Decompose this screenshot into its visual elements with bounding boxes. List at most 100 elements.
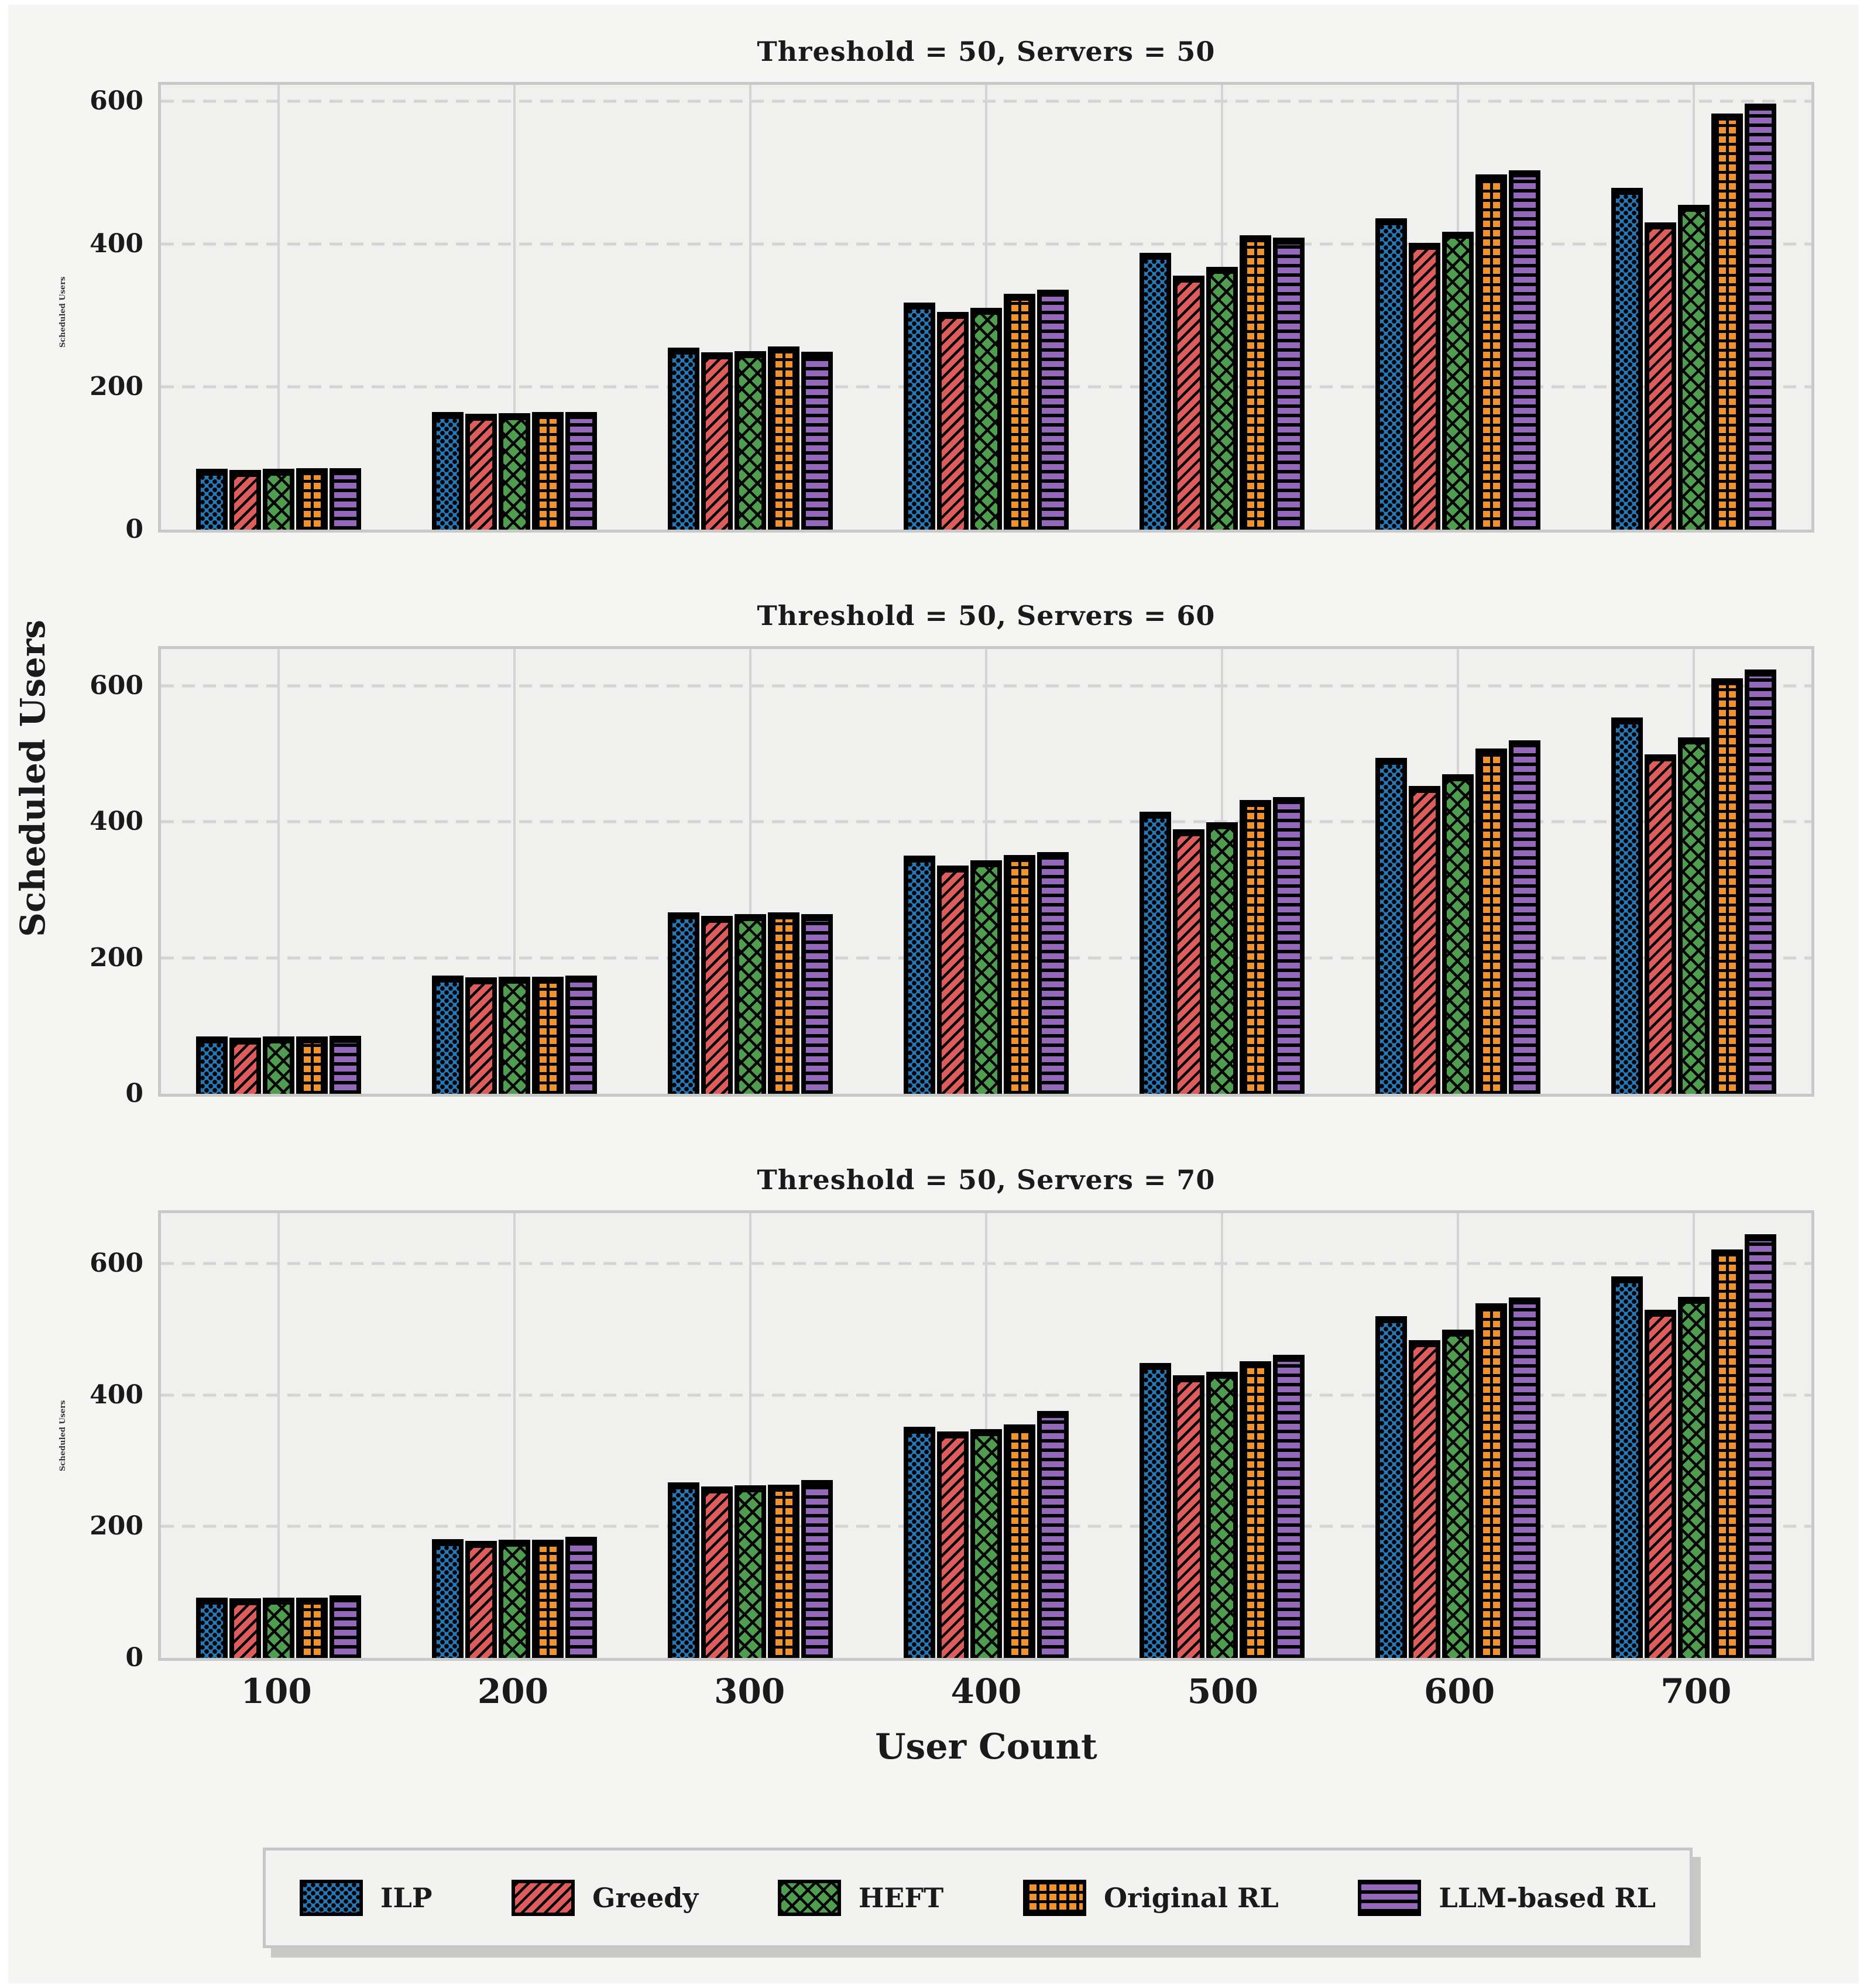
y-axis-label: Scheduled Users	[13, 619, 53, 938]
bar-group-100	[161, 85, 397, 530]
bar-greedy-100	[229, 1598, 262, 1658]
bar-group-100	[161, 1213, 397, 1658]
subplot-servers-70: Threshold = 50, Servers = 70 0 200 400 600	[0, 1152, 1867, 1671]
gridline-x-300	[749, 649, 752, 1094]
bar-llm-based-rl-200	[565, 975, 598, 1094]
bar-group-300	[633, 649, 869, 1094]
bar-greedy-100	[229, 1037, 262, 1094]
bar-llm-based-rl-100	[330, 1595, 362, 1658]
subplot-title: Threshold = 50, Servers = 70	[757, 1164, 1216, 1196]
bar-original-rl-600	[1475, 174, 1507, 530]
bar-original-rl-400	[1003, 294, 1035, 530]
axes-servers-70: 0 200 400 600	[90, 1210, 1814, 1671]
y-tick-label-400: 400	[90, 1379, 143, 1410]
bar-heft-400	[970, 307, 1002, 530]
legend-item-heft: HEFT	[777, 1880, 944, 1916]
bar-greedy-400	[936, 1431, 969, 1658]
gridline-y-400	[161, 820, 1811, 823]
bar-ilp-500	[1139, 811, 1171, 1094]
bar-ilp-200	[432, 1539, 464, 1658]
bar-llm-based-rl-500	[1272, 1355, 1305, 1658]
bar-heft-100	[263, 1597, 295, 1658]
legend-label: HEFT	[858, 1882, 944, 1914]
bar-heft-300	[735, 914, 767, 1094]
legend-label: ILP	[380, 1882, 433, 1914]
bar-ilp-200	[432, 975, 464, 1094]
y-tick-label-0: 0	[125, 1643, 143, 1673]
gridline-x-100	[277, 649, 280, 1094]
bar-heft-700	[1677, 737, 1710, 1094]
bar-original-rl-700	[1711, 113, 1743, 530]
bar-greedy-200	[465, 1541, 497, 1658]
bar-greedy-700	[1644, 1310, 1676, 1658]
bar-ilp-100	[196, 469, 228, 530]
subplot-title: Threshold = 50, Servers = 60	[757, 600, 1216, 631]
y-tick-label-400: 400	[90, 229, 143, 259]
bar-group-600	[1340, 85, 1576, 530]
bar-greedy-300	[701, 352, 733, 530]
heft-swatch-icon	[777, 1880, 841, 1916]
x-tick-label-100: 100	[241, 1671, 312, 1711]
bar-ilp-500	[1139, 1362, 1171, 1658]
bar-group-300	[633, 85, 869, 530]
bar-ilp-700	[1611, 717, 1643, 1094]
original-rl-swatch-icon	[1022, 1880, 1086, 1916]
bar-group-700	[1576, 649, 1811, 1094]
bar-heft-200	[499, 1539, 531, 1658]
bar-original-rl-100	[296, 1036, 328, 1094]
bar-ilp-700	[1611, 187, 1643, 530]
subplot-title: Threshold = 50, Servers = 50	[757, 36, 1216, 67]
plot-area	[161, 1213, 1811, 1658]
bar-original-rl-100	[296, 468, 328, 530]
bar-original-rl-200	[532, 411, 564, 530]
y-tick-label-200: 200	[90, 372, 143, 402]
bar-greedy-700	[1644, 222, 1676, 530]
bar-llm-based-rl-200	[565, 1537, 598, 1658]
bar-original-rl-100	[296, 1597, 328, 1658]
bar-heft-500	[1206, 822, 1238, 1094]
bar-heft-100	[263, 1036, 295, 1094]
gridline-x-200	[513, 649, 516, 1094]
bar-heft-200	[499, 977, 531, 1094]
legend-label: Greedy	[592, 1882, 699, 1914]
bar-greedy-500	[1172, 1375, 1204, 1658]
bar-llm-based-rl-100	[330, 468, 362, 530]
x-tick-label-200: 200	[477, 1671, 548, 1711]
bar-group-200	[397, 649, 633, 1094]
gridline-y-600	[161, 1262, 1811, 1265]
bar-original-rl-700	[1711, 1249, 1743, 1658]
y-tick-label-200: 200	[90, 1511, 143, 1541]
bar-original-rl-600	[1475, 1303, 1507, 1658]
bar-greedy-600	[1408, 242, 1440, 530]
ilp-swatch-icon	[300, 1880, 363, 1916]
bar-greedy-500	[1172, 275, 1204, 530]
legend-label: LLM-based RL	[1439, 1882, 1656, 1914]
bar-group-600	[1340, 649, 1576, 1094]
plot-area	[161, 649, 1811, 1094]
bar-llm-based-rl-500	[1272, 238, 1305, 530]
bar-heft-600	[1442, 774, 1474, 1094]
llm-based-rl-swatch-icon	[1358, 1880, 1422, 1916]
legend-item-greedy: Greedy	[512, 1880, 698, 1916]
bar-heft-600	[1442, 1329, 1474, 1658]
gridline-y-600	[161, 684, 1811, 688]
legend-item-ilp: ILP	[300, 1880, 432, 1916]
bar-group-500	[1104, 1213, 1340, 1658]
bar-llm-based-rl-500	[1272, 797, 1305, 1094]
bar-ilp-400	[903, 1426, 935, 1658]
bar-group-200	[397, 85, 633, 530]
bar-llm-based-rl-300	[801, 352, 833, 530]
gridline-x-100	[277, 1213, 280, 1658]
bar-original-rl-300	[768, 1484, 800, 1658]
gridline-x-400	[985, 85, 987, 530]
bar-greedy-700	[1644, 754, 1676, 1094]
legend-item-llm-based-rl: LLM-based RL	[1358, 1880, 1656, 1916]
bar-llm-based-rl-200	[565, 411, 598, 530]
y-tick-label-600: 600	[90, 86, 143, 116]
bar-heft-400	[970, 860, 1002, 1094]
bar-original-rl-200	[532, 977, 564, 1094]
bar-ilp-100	[196, 1036, 228, 1094]
bar-original-rl-200	[532, 1539, 564, 1658]
subplot-servers-50: Threshold = 50, Servers = 50 0 200 400 600	[0, 23, 1867, 543]
